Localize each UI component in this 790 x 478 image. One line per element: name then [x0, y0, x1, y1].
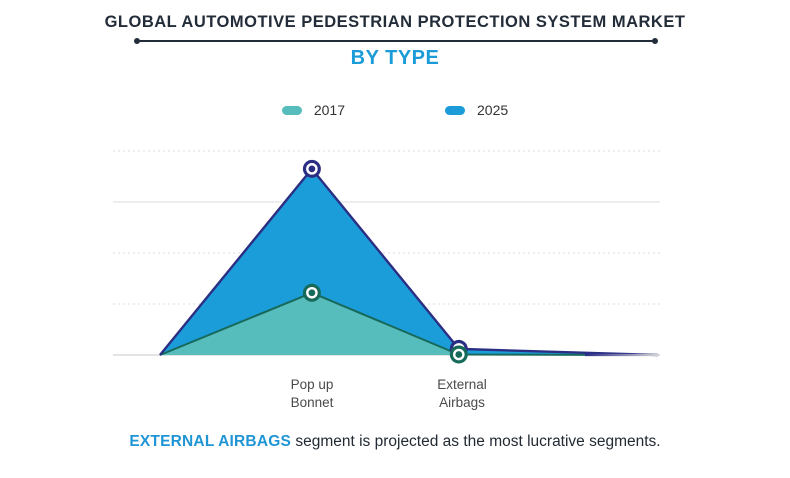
x-axis-label-line: Pop up: [290, 377, 334, 392]
x-axis-label-line: Airbags: [439, 395, 485, 410]
caption-text: segment is projected as the most lucrati…: [291, 433, 661, 450]
marker-2017-external-airbags: [455, 351, 463, 358]
title-underline: [134, 38, 658, 44]
insight-caption: EXTERNAL AIRBAGS segment is projected as…: [0, 433, 790, 451]
x-axis-label-pop-up-bonnet: Pop up Bonnet: [232, 376, 392, 412]
legend-swatch-2017-icon: [281, 105, 302, 115]
series-area-2017: [160, 292, 658, 355]
series-line-2017: [159, 291, 659, 356]
x-axis-label-external-airbags: External Airbags: [382, 376, 542, 412]
legend-swatch-2025-icon: [445, 105, 465, 115]
series-line-2025: [159, 167, 659, 357]
caption-highlight: EXTERNAL AIRBAGS: [129, 433, 292, 450]
legend-label-2025: 2025: [477, 102, 509, 118]
marker-2025-pop-up-bonnet: [308, 165, 316, 173]
page-title: GLOBAL AUTOMOTIVE PEDESTRIAN PROTECTION …: [104, 13, 686, 31]
x-axis-label-line: Bonnet: [290, 395, 334, 410]
chart-subtitle: BY TYPE: [350, 47, 440, 69]
legend-item-2017[interactable]: 2017: [281, 102, 345, 118]
marker-2017-pop-up-bonnet: [308, 289, 316, 297]
chart-legend: 2017 2025: [0, 102, 790, 118]
x-axis-label-line: External: [437, 377, 487, 392]
legend-item-2025[interactable]: 2025: [445, 102, 508, 118]
legend-label-2017: 2017: [313, 102, 345, 118]
